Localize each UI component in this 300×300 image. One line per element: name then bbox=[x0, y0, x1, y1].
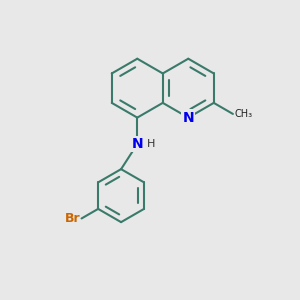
Text: H: H bbox=[147, 139, 155, 148]
Text: N: N bbox=[182, 111, 194, 124]
Text: Br: Br bbox=[64, 212, 80, 225]
Text: N: N bbox=[131, 137, 143, 151]
Text: CH₃: CH₃ bbox=[234, 109, 253, 119]
